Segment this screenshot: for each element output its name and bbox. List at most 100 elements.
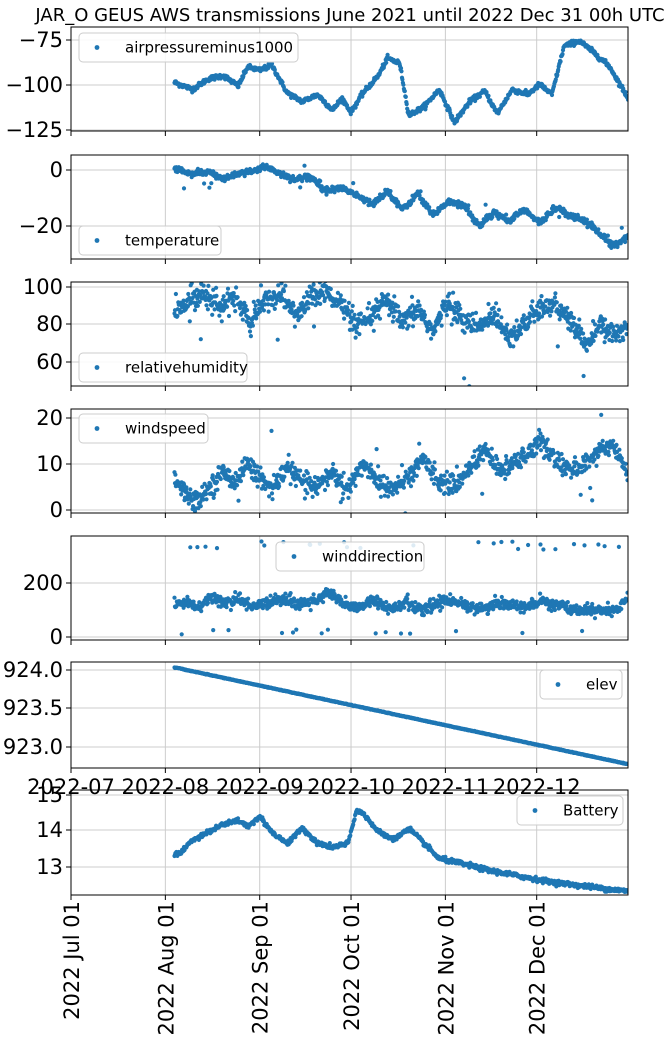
data-point bbox=[417, 303, 422, 308]
data-point bbox=[215, 487, 220, 492]
data-point bbox=[450, 490, 455, 495]
data-point bbox=[569, 403, 573, 407]
data-point bbox=[252, 307, 257, 312]
data-point bbox=[323, 282, 328, 284]
data-point bbox=[606, 449, 611, 454]
data-point bbox=[490, 215, 495, 220]
data-point bbox=[582, 543, 587, 548]
data-point bbox=[453, 629, 459, 634]
data-point bbox=[509, 456, 514, 461]
data-point bbox=[311, 324, 317, 329]
data-point bbox=[520, 446, 526, 451]
data-point bbox=[486, 301, 491, 307]
data-point bbox=[563, 309, 569, 314]
data-point bbox=[470, 601, 475, 606]
axes-frame bbox=[70, 408, 629, 514]
data-point bbox=[258, 465, 263, 470]
data-point bbox=[255, 464, 260, 469]
data-point bbox=[269, 61, 275, 66]
data-point bbox=[527, 319, 533, 324]
data-point bbox=[241, 473, 246, 478]
data-point bbox=[619, 606, 624, 612]
data-point bbox=[266, 302, 271, 307]
data-point bbox=[625, 469, 628, 474]
data-point bbox=[301, 473, 307, 478]
data-point bbox=[388, 189, 393, 194]
data-point bbox=[321, 600, 326, 605]
y-tick-label: −100 bbox=[5, 73, 63, 97]
data-point bbox=[491, 541, 496, 546]
data-point bbox=[596, 227, 601, 232]
data-point bbox=[203, 294, 208, 299]
data-point bbox=[410, 324, 416, 329]
data-point bbox=[254, 316, 259, 321]
data-point bbox=[214, 479, 220, 484]
data-point bbox=[413, 600, 418, 605]
axes-frame bbox=[70, 26, 629, 132]
data-point bbox=[538, 542, 543, 547]
data-point bbox=[181, 298, 186, 303]
data-point bbox=[232, 486, 237, 491]
data-point bbox=[591, 319, 596, 324]
data-point bbox=[541, 547, 546, 552]
data-point bbox=[514, 599, 519, 604]
legend: airpressureminus1000 bbox=[78, 32, 299, 63]
data-point bbox=[349, 309, 354, 314]
data-point bbox=[406, 473, 411, 478]
data-point bbox=[307, 601, 312, 606]
data-point bbox=[416, 466, 421, 471]
data-point bbox=[423, 454, 428, 459]
data-point bbox=[406, 607, 411, 613]
data-point bbox=[428, 322, 433, 327]
data-point bbox=[345, 308, 351, 313]
data-point bbox=[512, 325, 517, 330]
data-point bbox=[214, 285, 219, 290]
data-point bbox=[187, 319, 192, 324]
data-point bbox=[184, 485, 189, 490]
data-point bbox=[325, 483, 330, 488]
data-point bbox=[189, 282, 194, 286]
series-temperature bbox=[172, 162, 628, 250]
data-point bbox=[390, 319, 395, 324]
data-point bbox=[578, 492, 583, 497]
legend-box bbox=[78, 413, 209, 444]
data-point bbox=[439, 323, 444, 328]
data-point bbox=[506, 334, 511, 340]
data-point bbox=[399, 69, 404, 74]
data-point bbox=[588, 485, 593, 491]
data-point bbox=[211, 628, 216, 633]
data-point bbox=[558, 59, 563, 64]
data-point bbox=[262, 543, 267, 548]
data-point bbox=[206, 283, 211, 288]
data-point bbox=[283, 591, 288, 596]
data-point bbox=[339, 474, 344, 479]
data-point bbox=[251, 299, 256, 304]
data-point bbox=[261, 308, 266, 313]
data-point bbox=[195, 303, 200, 308]
data-point bbox=[191, 504, 196, 509]
data-point bbox=[417, 441, 422, 446]
data-point bbox=[181, 482, 187, 487]
data-point bbox=[503, 476, 508, 482]
data-point bbox=[538, 591, 543, 596]
data-point bbox=[214, 546, 220, 551]
data-point bbox=[401, 82, 406, 87]
data-point bbox=[479, 452, 484, 457]
y-tick-label: −75 bbox=[19, 28, 63, 52]
legend-box bbox=[78, 352, 248, 383]
data-point bbox=[594, 463, 599, 468]
data-point bbox=[603, 448, 608, 453]
data-point bbox=[625, 232, 628, 238]
data-point bbox=[439, 473, 444, 478]
data-point bbox=[211, 495, 216, 500]
data-point bbox=[393, 601, 398, 606]
data-point bbox=[279, 292, 284, 297]
data-point bbox=[379, 292, 384, 297]
data-point bbox=[504, 328, 509, 333]
data-point bbox=[253, 303, 258, 308]
data-point bbox=[298, 185, 303, 190]
data-point bbox=[221, 465, 226, 470]
data-point bbox=[181, 186, 187, 191]
data-point bbox=[572, 464, 577, 469]
